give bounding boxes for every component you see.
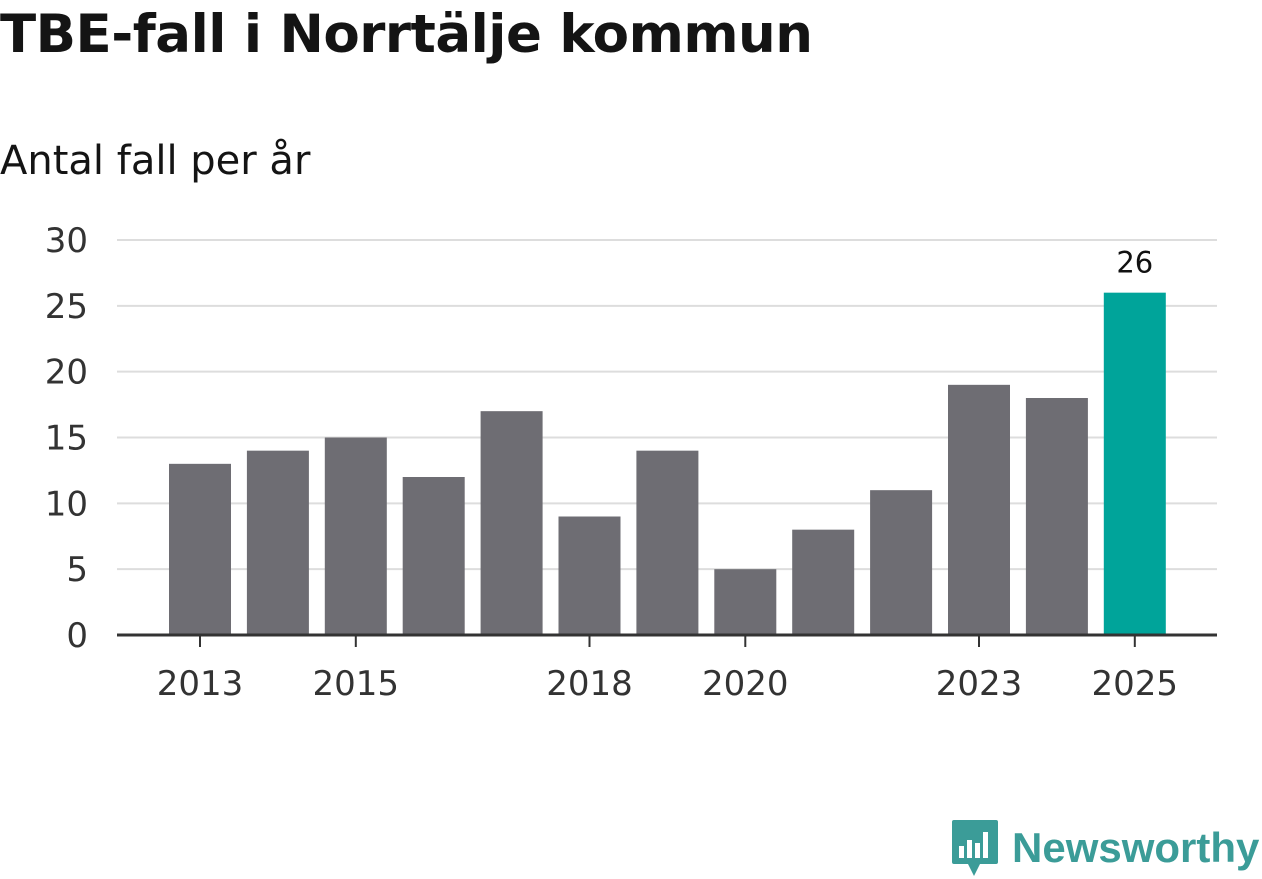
y-tick-label: 30 bbox=[45, 221, 88, 261]
bar-2018 bbox=[558, 516, 621, 635]
bar-2016 bbox=[402, 477, 465, 635]
bar-2019 bbox=[636, 450, 699, 635]
newsworthy-brand: Newsworthy bbox=[950, 818, 1259, 878]
bar-2014 bbox=[246, 450, 309, 635]
brand-name: Newsworthy bbox=[1012, 824, 1260, 871]
bar-2025 bbox=[1103, 292, 1166, 635]
newsworthy-logo-icon bbox=[952, 820, 998, 876]
data-label: 26 bbox=[1116, 246, 1153, 280]
bar-2022 bbox=[870, 490, 933, 635]
bar-2020 bbox=[714, 569, 777, 635]
bar-2013 bbox=[169, 463, 231, 635]
x-tick-label: 2023 bbox=[936, 664, 1023, 704]
x-tick-label: 2020 bbox=[702, 664, 789, 704]
y-tick-label: 0 bbox=[66, 616, 88, 656]
bar-2024 bbox=[1025, 398, 1088, 635]
x-tick-label: 2018 bbox=[546, 664, 633, 704]
y-tick-label: 25 bbox=[45, 287, 88, 327]
x-tick-label: 2025 bbox=[1092, 664, 1179, 704]
bar-2021 bbox=[792, 529, 855, 635]
chart-subtitle: Antal fall per år bbox=[0, 138, 311, 184]
y-tick-label: 5 bbox=[66, 550, 88, 590]
y-tick-label: 15 bbox=[45, 419, 88, 459]
x-tick-label: 2013 bbox=[157, 664, 244, 704]
y-tick-label: 20 bbox=[45, 353, 88, 393]
bar-2023 bbox=[948, 384, 1010, 635]
x-tick-label: 2015 bbox=[313, 664, 400, 704]
y-tick-label: 10 bbox=[45, 484, 88, 524]
bar-2015 bbox=[324, 437, 387, 635]
bar-2017 bbox=[480, 411, 543, 635]
chart-title: TBE-fall i Norrtälje kommun bbox=[0, 4, 813, 65]
